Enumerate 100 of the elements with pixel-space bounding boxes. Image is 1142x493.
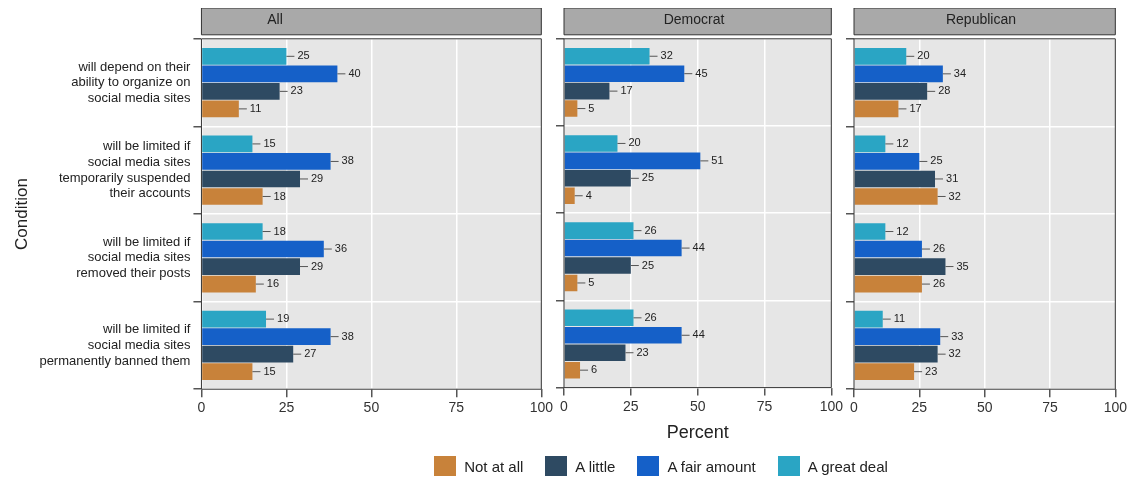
bar <box>202 48 287 65</box>
bar <box>202 240 324 258</box>
chart-title: Democrat <box>663 11 725 28</box>
chart-title: Republican <box>945 11 1017 28</box>
x-axis-title: Percent <box>666 422 729 443</box>
bar <box>854 188 938 205</box>
bar <box>854 48 907 65</box>
bar <box>854 223 886 240</box>
bar <box>564 274 578 292</box>
bar <box>202 170 301 188</box>
data-label: 16 <box>266 277 280 290</box>
data-label: 17 <box>909 101 922 114</box>
bar <box>854 310 883 328</box>
bar <box>854 345 938 363</box>
y-tick-label: will be limited if social media sites temporarily suspended their accounts <box>58 138 191 201</box>
data-label: 23 <box>636 345 649 358</box>
data-label: 18 <box>273 224 286 237</box>
data-label: 5 <box>588 275 595 288</box>
bar <box>564 47 650 65</box>
bar <box>854 363 915 380</box>
bar <box>564 344 626 361</box>
bar <box>564 187 575 205</box>
x-tick-label: 25 <box>623 397 639 414</box>
data-label: 25 <box>641 171 655 184</box>
bar <box>564 82 610 100</box>
data-label: 38 <box>341 329 354 342</box>
data-label: 26 <box>644 223 657 236</box>
data-label: 38 <box>341 154 354 167</box>
bar <box>202 275 256 293</box>
bar <box>854 153 920 170</box>
data-label: 45 <box>695 66 708 79</box>
bar <box>202 328 331 345</box>
x-tick-label: 100 <box>529 399 554 416</box>
x-tick-label: 0 <box>197 399 206 416</box>
bar <box>202 345 294 363</box>
bar <box>854 240 922 258</box>
bar <box>202 135 253 153</box>
y-tick-label: will depend on their ability to organize on social media sites <box>71 58 192 105</box>
data-label: 27 <box>304 347 317 360</box>
x-tick-label: 75 <box>448 399 465 416</box>
x-tick-label: 25 <box>911 399 928 416</box>
data-label: 26 <box>932 277 946 290</box>
bar <box>202 188 263 205</box>
data-label: 15 <box>263 364 276 377</box>
data-label: 23 <box>925 364 938 377</box>
data-label: 11 <box>893 312 906 325</box>
data-label: 35 <box>956 259 969 272</box>
data-label: 29 <box>311 171 324 184</box>
data-label: 26 <box>932 242 946 255</box>
bar <box>564 65 685 82</box>
bar <box>854 100 899 118</box>
bar <box>202 83 280 100</box>
bar <box>564 152 701 170</box>
bar <box>202 258 301 275</box>
bar <box>202 153 331 170</box>
data-label: 11 <box>249 101 262 114</box>
bar <box>564 361 581 379</box>
data-label: 19 <box>277 312 290 325</box>
x-tick-label: 50 <box>976 399 993 416</box>
data-label: 44 <box>692 241 705 254</box>
legend-label: A fair amount <box>667 457 756 475</box>
x-tick-label: 100 <box>1103 399 1128 416</box>
data-label: 28 <box>938 84 951 97</box>
data-label: 15 <box>263 136 276 149</box>
y-tick-label: will be limited if social media sites permanently banned them <box>39 321 191 368</box>
data-label: 40 <box>348 66 361 79</box>
bar <box>564 100 578 117</box>
bar <box>202 100 239 118</box>
bar <box>854 65 943 83</box>
data-label: 32 <box>948 347 961 360</box>
data-label: 4 <box>585 188 592 201</box>
data-label: 51 <box>711 153 724 166</box>
bar <box>854 258 946 275</box>
bar <box>564 170 631 187</box>
data-label: 25 <box>641 258 655 271</box>
bar <box>564 135 618 152</box>
bar <box>564 327 682 344</box>
data-label: 26 <box>644 310 657 323</box>
data-label: 12 <box>896 136 909 149</box>
data-label: 32 <box>660 49 673 62</box>
data-label: 32 <box>948 189 961 202</box>
data-label: 25 <box>297 49 310 62</box>
bar <box>202 65 338 83</box>
y-tick-label: will be limited if social media sites removed their posts <box>76 233 191 280</box>
data-label: 34 <box>953 66 967 79</box>
x-tick-label: 0 <box>850 399 859 416</box>
legend-label: A little <box>575 457 616 475</box>
data-label: 36 <box>334 242 348 255</box>
data-label: 33 <box>951 329 964 342</box>
bar <box>564 257 631 274</box>
x-tick-label: 75 <box>756 397 773 414</box>
x-tick-label: 50 <box>363 399 380 416</box>
bar <box>564 222 634 239</box>
x-tick-label: 25 <box>278 399 295 416</box>
bar <box>854 83 928 100</box>
data-label: 20 <box>917 49 930 62</box>
x-tick-label: 100 <box>819 397 844 414</box>
bar <box>564 239 682 257</box>
data-label: 12 <box>896 224 909 237</box>
data-label: 44 <box>692 328 705 341</box>
